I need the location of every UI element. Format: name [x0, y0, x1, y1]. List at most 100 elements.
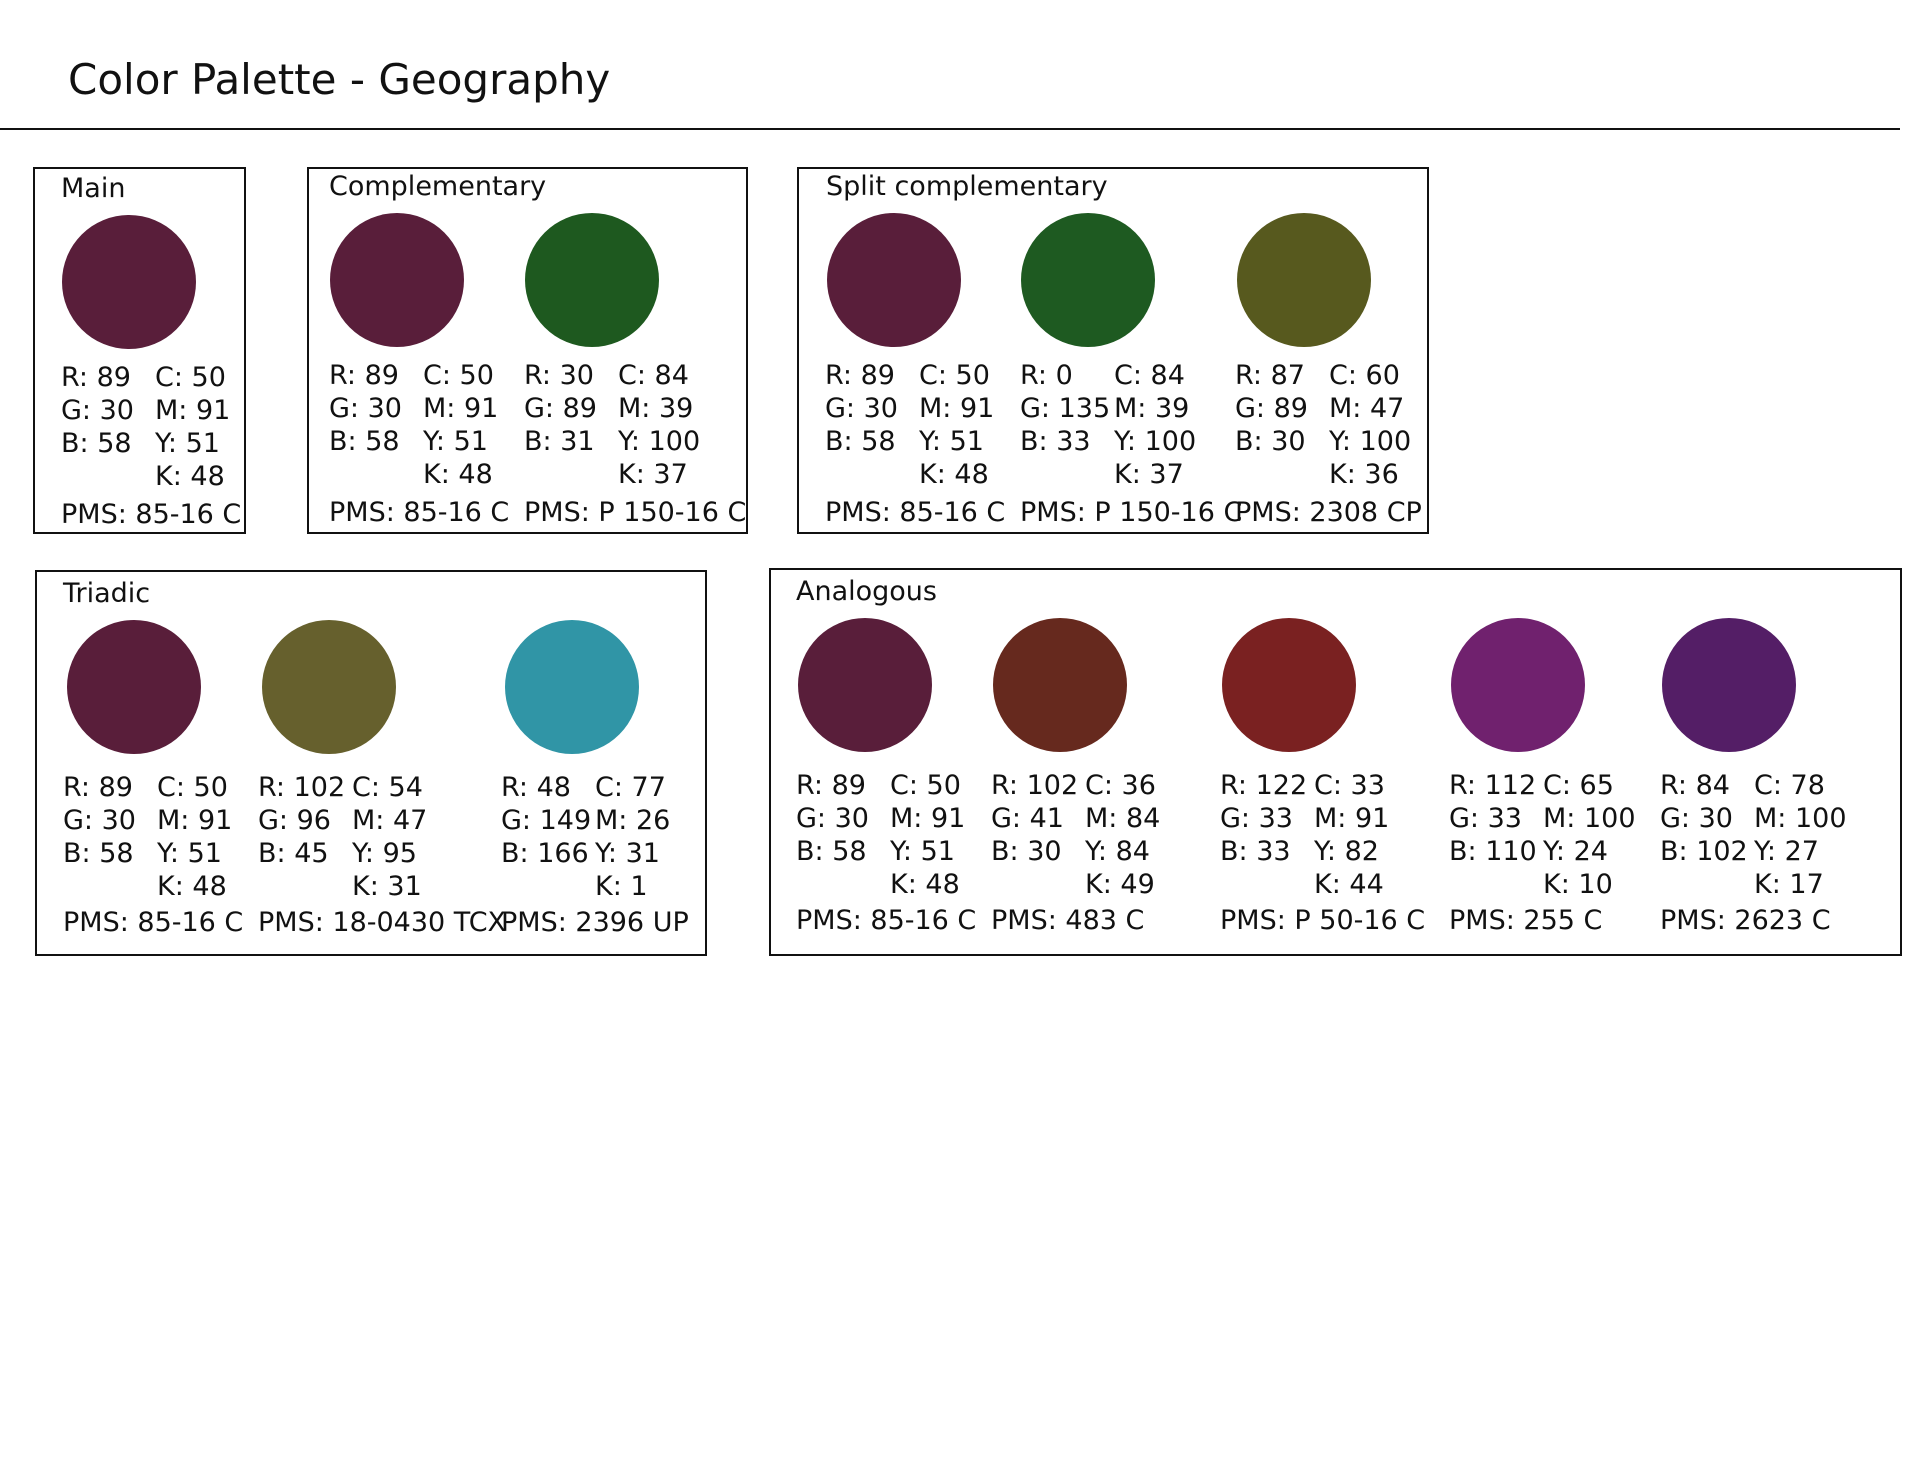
yellow-value: Y: 24 — [1543, 836, 1608, 867]
color-swatch — [330, 213, 464, 347]
green-value: G: 33 — [1449, 803, 1522, 834]
green-value: G: 89 — [1235, 393, 1308, 424]
blue-value: B: 33 — [1220, 836, 1291, 867]
red-value: R: 122 — [1220, 770, 1308, 801]
color-swatch — [1662, 618, 1796, 752]
color-swatch — [1222, 618, 1356, 752]
magenta-value: M: 100 — [1543, 803, 1636, 834]
rgb-values: R: 112 G: 33 B: 110 — [1449, 769, 1537, 868]
yellow-value: Y: 95 — [352, 838, 417, 869]
blue-value: B: 30 — [1235, 426, 1306, 457]
magenta-value: M: 91 — [423, 393, 499, 424]
green-value: G: 30 — [329, 393, 402, 424]
magenta-value: M: 100 — [1754, 803, 1847, 834]
yellow-value: Y: 51 — [919, 426, 984, 457]
color-swatch — [1451, 618, 1585, 752]
blue-value: B: 58 — [61, 428, 132, 459]
cmyk-values: C: 50 M: 91 Y: 51 K: 48 — [157, 771, 235, 903]
red-value: R: 89 — [61, 362, 131, 393]
blue-value: B: 45 — [258, 838, 329, 869]
yellow-value: Y: 51 — [423, 426, 488, 457]
magenta-value: M: 91 — [890, 803, 966, 834]
key-value: K: 49 — [1085, 869, 1155, 900]
red-value: R: 0 — [1020, 360, 1073, 391]
red-value: R: 84 — [1660, 770, 1730, 801]
color-swatch — [827, 213, 961, 347]
cmyk-values: C: 77 M: 26 Y: 31 K: 1 — [595, 771, 673, 903]
cyan-value: C: 50 — [890, 770, 961, 801]
cmyk-values: C: 50 M: 91 Y: 51 K: 48 — [890, 769, 968, 901]
cyan-value: C: 50 — [423, 360, 494, 391]
cyan-value: C: 50 — [157, 772, 228, 803]
rgb-values: R: 87 G: 89 B: 30 — [1235, 359, 1313, 458]
pms-value: PMS: 2623 C — [1660, 905, 1831, 936]
magenta-value: M: 84 — [1085, 803, 1161, 834]
cyan-value: C: 36 — [1085, 770, 1156, 801]
cmyk-values: C: 54 M: 47 Y: 95 K: 31 — [352, 771, 430, 903]
yellow-value: Y: 82 — [1314, 836, 1379, 867]
key-value: K: 36 — [1329, 459, 1399, 490]
blue-value: B: 58 — [825, 426, 896, 457]
key-value: K: 31 — [352, 871, 422, 902]
color-swatch — [262, 620, 396, 754]
blue-value: B: 58 — [63, 838, 134, 869]
pms-value: PMS: 85-16 C — [63, 907, 244, 938]
blue-value: B: 58 — [796, 836, 867, 867]
yellow-value: Y: 100 — [1114, 426, 1197, 457]
title-divider — [0, 128, 1900, 130]
pms-value: PMS: 85-16 C — [61, 499, 242, 530]
red-value: R: 102 — [991, 770, 1079, 801]
red-value: R: 87 — [1235, 360, 1305, 391]
cyan-value: C: 77 — [595, 772, 666, 803]
rgb-values: R: 48 G: 149 B: 166 — [501, 771, 592, 870]
key-value: K: 1 — [595, 871, 648, 902]
panel-analogous: Analogous R: 89 G: 30 B: 58 C: 50 M: 91 … — [769, 568, 1902, 956]
cmyk-values: C: 50 M: 91 Y: 51 K: 48 — [155, 361, 233, 493]
cmyk-values: C: 78 M: 100 Y: 27 K: 17 — [1754, 769, 1847, 901]
green-value: G: 41 — [991, 803, 1064, 834]
pms-value: PMS: P 50-16 C — [1220, 905, 1426, 936]
blue-value: B: 33 — [1020, 426, 1091, 457]
rgb-values: R: 102 G: 96 B: 45 — [258, 771, 345, 870]
magenta-value: M: 91 — [157, 805, 233, 836]
rgb-values: R: 89 G: 30 B: 58 — [825, 359, 903, 458]
color-swatch — [1021, 213, 1155, 347]
green-value: G: 30 — [63, 805, 136, 836]
cmyk-values: C: 60 M: 47 Y: 100 K: 36 — [1329, 359, 1412, 491]
cyan-value: C: 54 — [352, 772, 423, 803]
color-swatch — [62, 215, 196, 349]
green-value: G: 96 — [258, 805, 331, 836]
yellow-value: Y: 51 — [157, 838, 222, 869]
cmyk-values: C: 50 M: 91 Y: 51 K: 48 — [423, 359, 501, 491]
pms-value: PMS: 85-16 C — [329, 497, 510, 528]
pms-value: PMS: 2308 CP — [1235, 497, 1422, 528]
magenta-value: M: 47 — [1329, 393, 1405, 424]
yellow-value: Y: 100 — [1329, 426, 1412, 457]
panel-label: Split complementary — [826, 171, 1108, 202]
red-value: R: 112 — [1449, 770, 1537, 801]
green-value: G: 30 — [61, 395, 134, 426]
magenta-value: M: 91 — [155, 395, 231, 426]
red-value: R: 89 — [329, 360, 399, 391]
green-value: G: 149 — [501, 805, 592, 836]
panel-main: Main R: 89 G: 30 B: 58 C: 50 M: 91 Y: 51… — [33, 167, 246, 534]
panel-complementary: Complementary R: 89 G: 30 B: 58 C: 50 M:… — [307, 167, 748, 534]
panel-split-complementary: Split complementary R: 89 G: 30 B: 58 C:… — [797, 167, 1429, 534]
blue-value: B: 110 — [1449, 836, 1537, 867]
magenta-value: M: 39 — [618, 393, 694, 424]
green-value: G: 33 — [1220, 803, 1293, 834]
pms-value: PMS: 483 C — [991, 905, 1145, 936]
key-value: K: 17 — [1754, 869, 1824, 900]
cmyk-values: C: 36 M: 84 Y: 84 K: 49 — [1085, 769, 1163, 901]
rgb-values: R: 89 G: 30 B: 58 — [61, 361, 139, 460]
pms-value: PMS: 255 C — [1449, 905, 1603, 936]
rgb-values: R: 102 G: 41 B: 30 — [991, 769, 1079, 868]
green-value: G: 135 — [1020, 393, 1111, 424]
blue-value: B: 31 — [524, 426, 595, 457]
rgb-values: R: 89 G: 30 B: 58 — [329, 359, 407, 458]
blue-value: B: 30 — [991, 836, 1062, 867]
red-value: R: 89 — [796, 770, 866, 801]
cmyk-values: C: 84 M: 39 Y: 100 K: 37 — [1114, 359, 1197, 491]
key-value: K: 37 — [1114, 459, 1184, 490]
color-swatch — [1237, 213, 1371, 347]
